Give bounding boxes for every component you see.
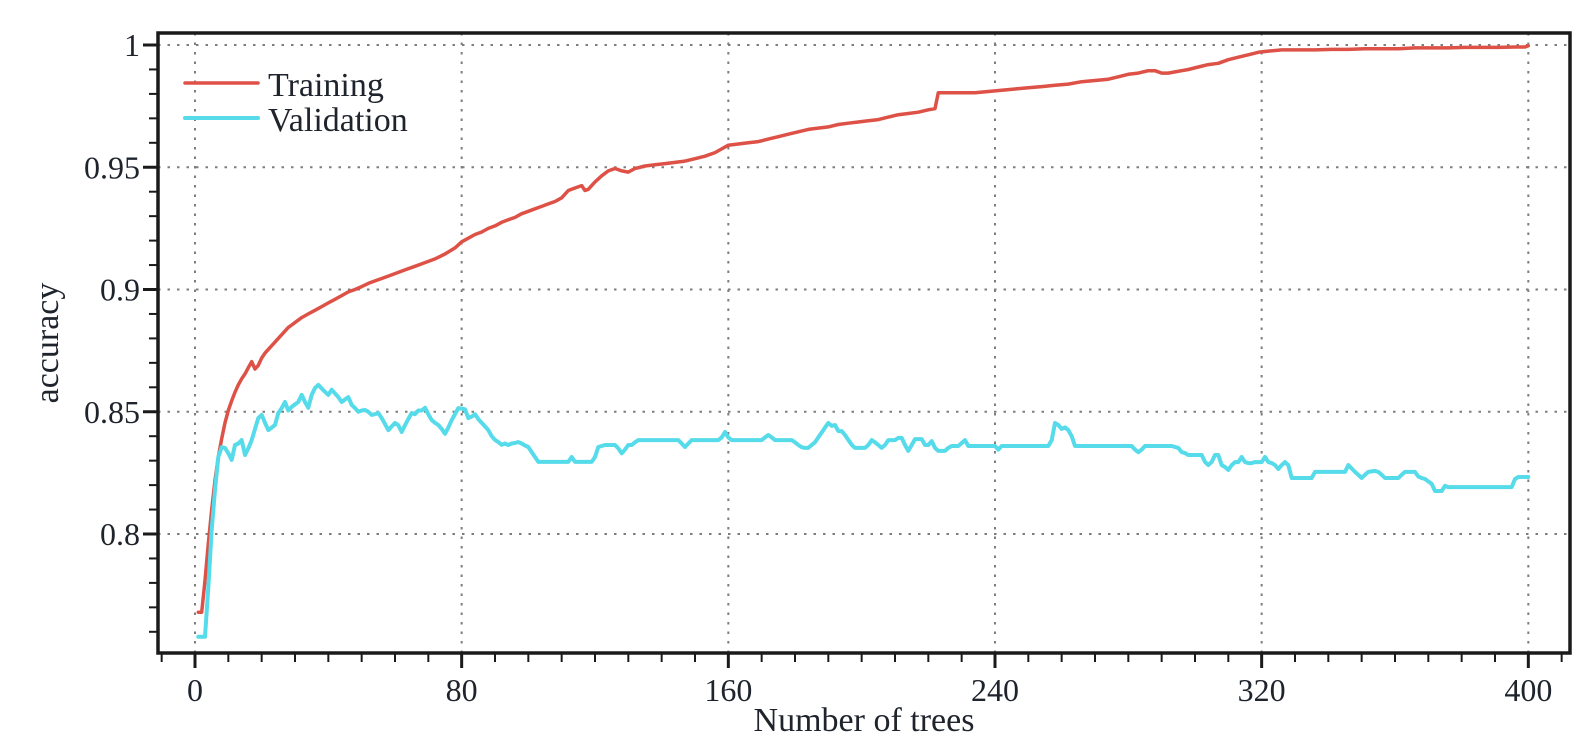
- data-series: [196, 43, 1531, 639]
- x-tick-label: 160: [704, 672, 752, 708]
- x-tick-label: 0: [187, 672, 203, 708]
- tick-labels: 0 80 160 240 320 400 0.8 0.85 0.9 0.95 1: [84, 27, 1552, 708]
- validation-line: [196, 382, 1531, 639]
- x-tick-label: 240: [971, 672, 1019, 708]
- legend-label-validation: Validation: [268, 102, 408, 139]
- x-axis-title: Number of trees: [754, 702, 975, 739]
- y-tick-label: 0.85: [84, 394, 140, 430]
- x-tick-label: 80: [446, 672, 478, 708]
- y-axis-title: accuracy: [29, 283, 66, 404]
- training-line: [196, 43, 1531, 614]
- y-tick-label: 0.8: [100, 516, 140, 552]
- legend-label-training: Training: [268, 67, 384, 104]
- plot-border: [156, 31, 1572, 655]
- y-tick-label: 1: [124, 27, 140, 63]
- x-tick-label: 400: [1504, 672, 1552, 708]
- y-tick-label: 0.95: [84, 149, 140, 185]
- x-tick-label: 320: [1238, 672, 1286, 708]
- y-tick-label: 0.9: [100, 272, 140, 308]
